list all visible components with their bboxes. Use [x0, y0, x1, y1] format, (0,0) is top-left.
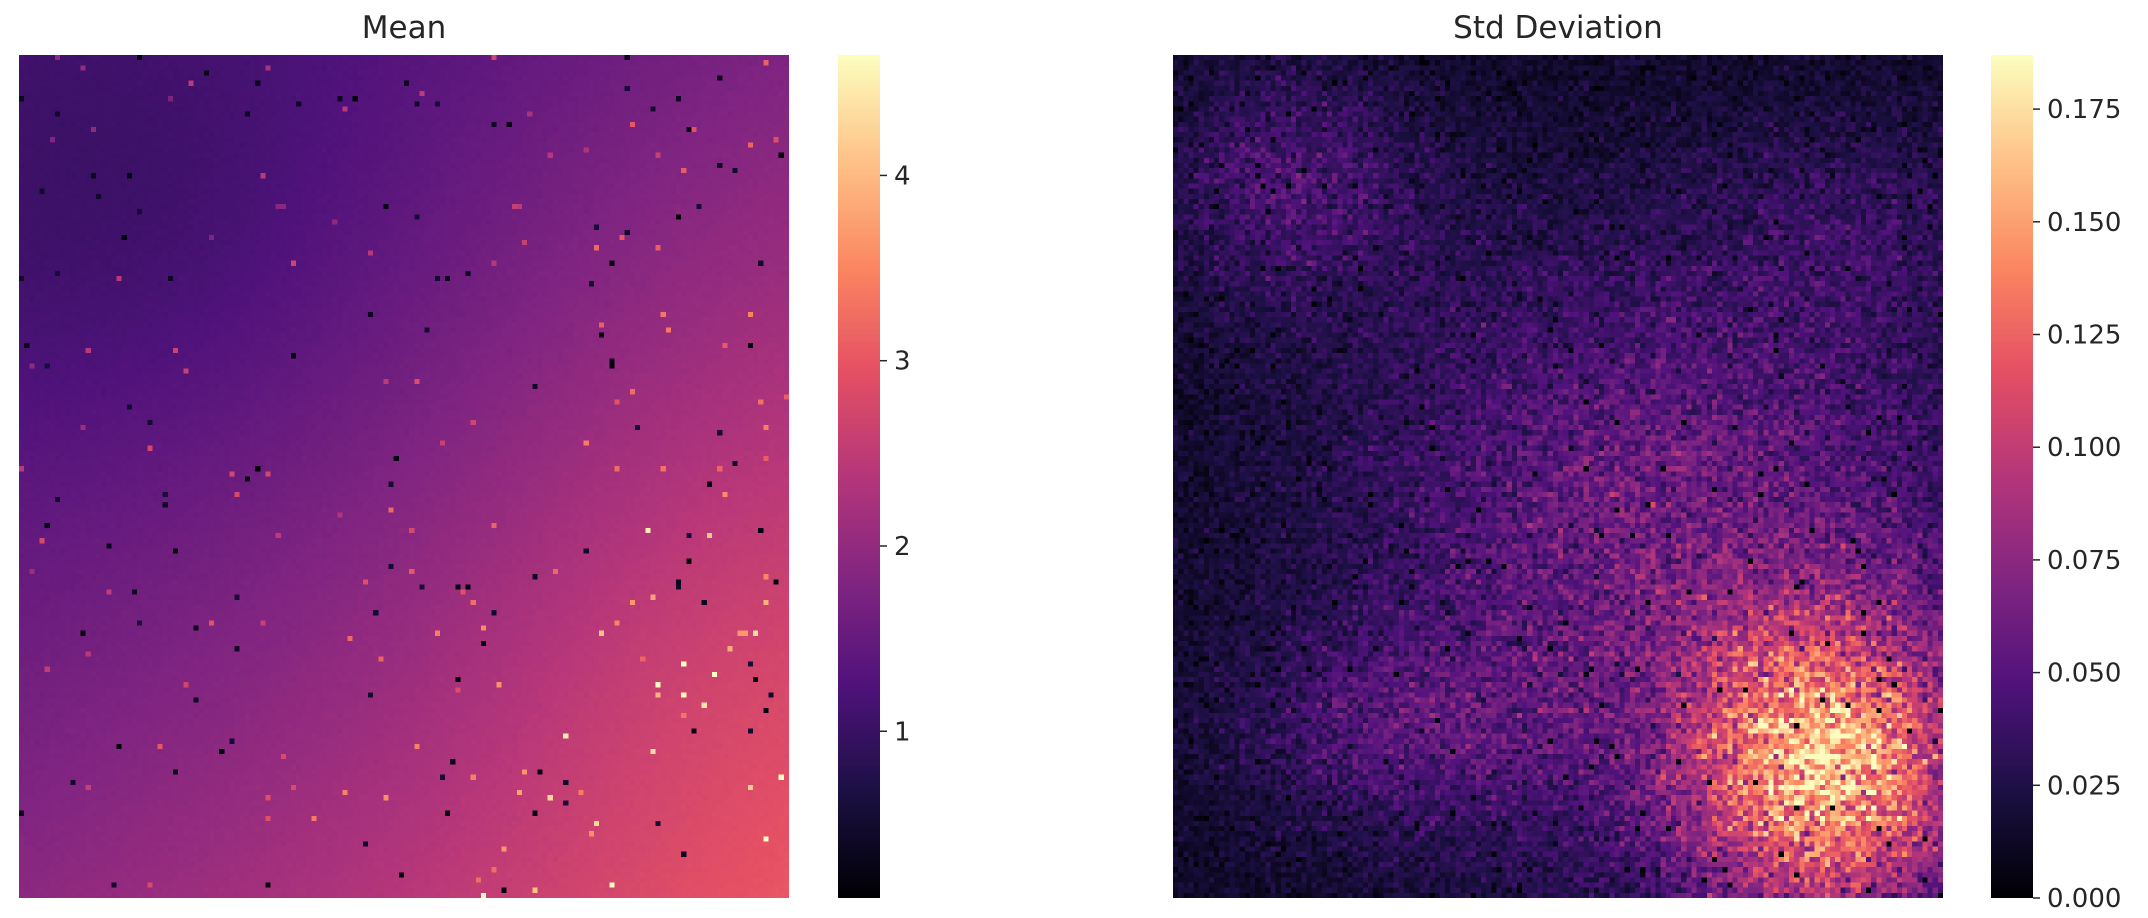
std-heatmap — [1173, 55, 1943, 898]
std-heatmap-image — [1173, 55, 1943, 898]
mean-colorbar: 1 2 3 4 — [838, 55, 911, 898]
colorbar-tick-label: 0.050 — [2047, 659, 2121, 689]
std-colorbar-gradient — [1991, 55, 2033, 898]
colorbar-tick-label: 0.175 — [2047, 95, 2121, 125]
std-colorbar-ticks: 0.000 0.025 0.050 0.075 0.100 0.125 0.150 0.175 — [2033, 95, 2121, 914]
colorbar-tick-label: 0.125 — [2047, 320, 2121, 350]
mean-heatmap — [19, 55, 789, 898]
colorbar-tick-label: 2 — [894, 532, 911, 562]
colorbar-tick-label: 0.150 — [2047, 208, 2121, 238]
mean-panel-title: Mean — [362, 10, 446, 46]
mean-heatmap-image — [19, 55, 789, 898]
std-colorbar: 0.000 0.025 0.050 0.075 0.100 0.125 0.150 0.175 — [1991, 55, 2121, 914]
colorbar-tick-label: 0.025 — [2047, 771, 2121, 801]
mean-colorbar-ticks: 1 2 3 4 — [880, 161, 911, 747]
colorbar-tick-label: 0.075 — [2047, 546, 2121, 576]
std-panel-title: Std Deviation — [1453, 10, 1663, 46]
colorbar-tick-label: 0.100 — [2047, 433, 2121, 463]
colorbar-tick-label: 3 — [894, 347, 911, 377]
colorbar-tick-label: 4 — [894, 161, 911, 191]
colorbar-tick-label: 1 — [894, 717, 911, 747]
colorbar-tick-label: 0.000 — [2047, 884, 2121, 914]
mean-colorbar-gradient — [838, 55, 880, 898]
